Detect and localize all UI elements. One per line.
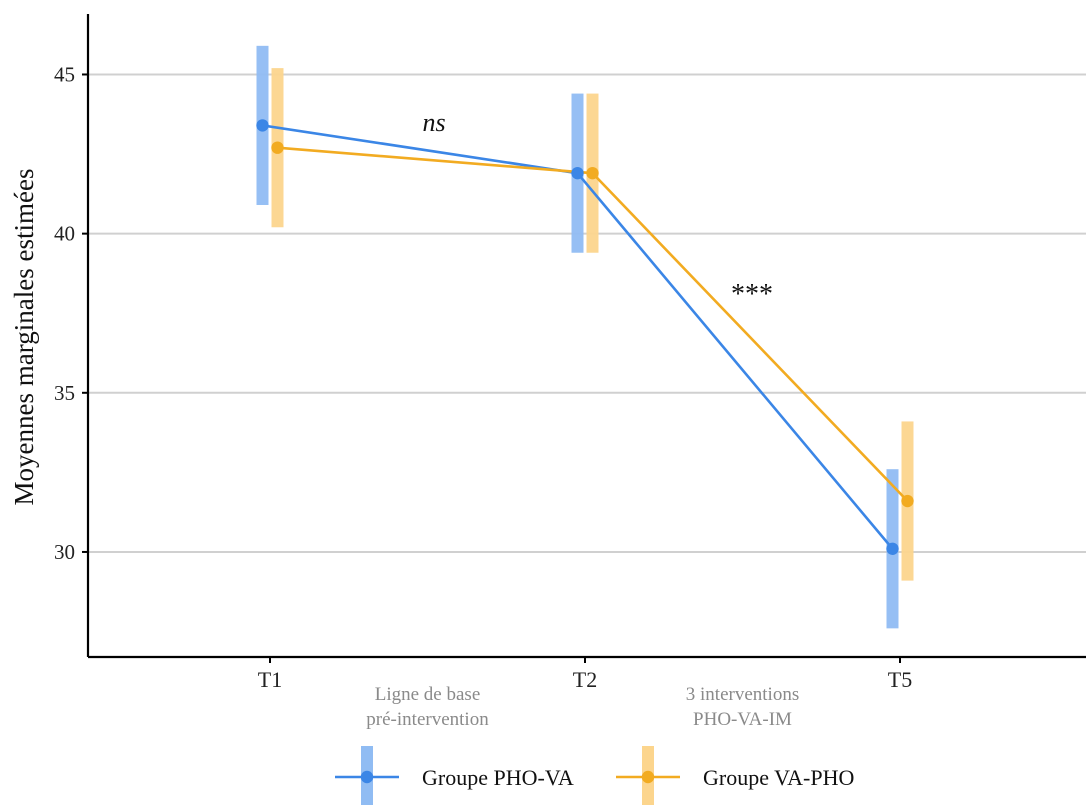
significance-annotations: ns *** (422, 108, 773, 310)
y-axis-label: Moyennes marginales estimées (9, 169, 39, 506)
legend-swatch-point-groupe-pho-va (360, 770, 374, 784)
series-points (256, 119, 914, 555)
data-point-groupe-va-pho (901, 494, 914, 508)
legend-swatch-point-groupe-va-pho (641, 770, 655, 784)
data-point-groupe-va-pho (586, 166, 599, 180)
data-point-groupe-va-pho (271, 141, 284, 154)
data-point-groupe-pho-va (886, 542, 899, 555)
significance-annotation: ns (422, 108, 445, 137)
confidence-bands (256, 45, 914, 629)
series-lines (262, 124, 909, 550)
tick-labels: 30 35 40 45 T1 T2 T5 (54, 62, 912, 692)
axes (86, 14, 1086, 659)
phase-label-line: 3 interventions (686, 684, 799, 705)
x-tick-label: T2 (573, 667, 597, 692)
phase-labels: Ligne de base pré-intervention 3 intervent… (366, 684, 799, 730)
significance-annotation: *** (731, 279, 773, 310)
phase-label-line: Ligne de base (375, 684, 481, 705)
phase-label-line: pré-intervention (366, 709, 489, 730)
x-tick-label: T1 (258, 667, 282, 692)
y-tick-label: 40 (54, 222, 75, 246)
data-point-groupe-pho-va (571, 166, 584, 180)
y-tick-label: 45 (54, 62, 75, 86)
legend-label-groupe-pho-va: Groupe PHO-VA (422, 765, 574, 790)
legend-label-groupe-va-pho: Groupe VA-PHO (703, 765, 854, 790)
data-point-groupe-pho-va (256, 119, 269, 132)
phase-label-line: PHO-VA-IM (693, 709, 792, 730)
x-tick-label: T5 (888, 667, 912, 692)
y-tick-label: 35 (54, 381, 75, 405)
y-tick-label: 30 (54, 540, 75, 564)
legend: Groupe PHO-VA Groupe VA-PHO (335, 746, 854, 805)
